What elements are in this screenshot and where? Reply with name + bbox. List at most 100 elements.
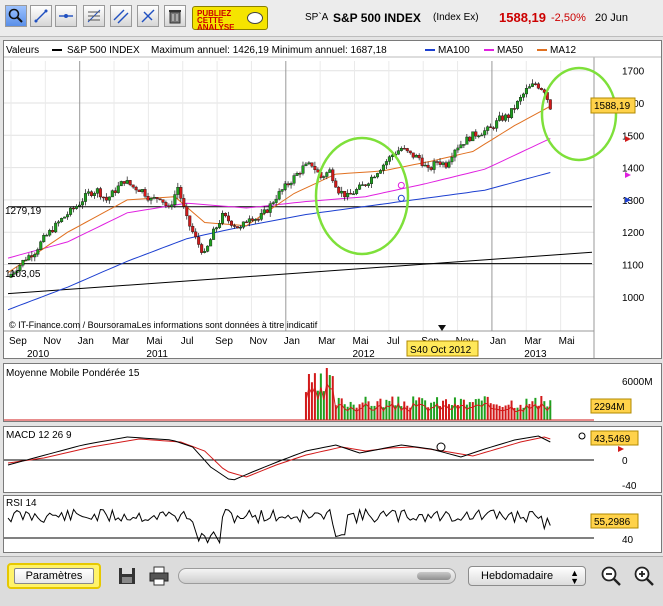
- time-scrollbar[interactable]: [178, 568, 456, 584]
- candle: [277, 191, 281, 200]
- x-tick-month-5: Jul: [181, 336, 194, 347]
- volume-bar: [477, 398, 480, 420]
- volume-bar: [418, 397, 421, 420]
- volume-bar: [456, 405, 459, 420]
- candle: [152, 197, 156, 199]
- zoom-out-button[interactable]: [600, 565, 622, 587]
- volume-average-line: [305, 382, 551, 413]
- candle: [518, 97, 522, 102]
- candle: [33, 254, 37, 258]
- candle: [244, 221, 248, 224]
- rsi-last-box: [590, 513, 639, 529]
- volume-bar: [459, 398, 462, 420]
- macd-chart[interactable]: MACD 12 26 9 43,5469 0 -40: [4, 427, 661, 492]
- candle: [78, 204, 82, 207]
- candle: [128, 180, 132, 186]
- last-value-label: 1588,19: [594, 101, 631, 112]
- volume-bar: [331, 376, 334, 420]
- volume-bar: [424, 400, 427, 420]
- frequency-value: Hebdomadaire: [481, 570, 554, 582]
- candle: [539, 88, 543, 90]
- volume-bar: [433, 401, 436, 420]
- candle: [513, 108, 517, 110]
- trash-button[interactable]: [164, 5, 186, 27]
- horizontal-line-tool-button[interactable]: [55, 5, 77, 27]
- candle: [27, 255, 31, 261]
- volume-bar: [367, 401, 370, 420]
- volume-bar: [504, 405, 507, 420]
- legend-swatch-ma50: [484, 49, 494, 51]
- candle: [215, 227, 219, 230]
- candle: [238, 227, 242, 229]
- parallel-tool-button[interactable]: [137, 5, 159, 27]
- candle: [235, 226, 239, 229]
- candle: [125, 180, 129, 184]
- candle: [80, 201, 84, 206]
- cursor-date-label: S40 Oct 2012: [410, 345, 472, 356]
- ticker-code: SP`A: [305, 12, 329, 23]
- macd-signal-marker: [618, 446, 624, 452]
- trendline-tool-button[interactable]: [30, 5, 52, 27]
- candle: [98, 188, 102, 198]
- candle: [477, 135, 481, 138]
- candle: [471, 131, 475, 142]
- toolbar: PUBLIEZ CETTE ANALYSE SP`A S&P 500 INDEX…: [0, 0, 663, 37]
- volume-bar: [540, 396, 543, 420]
- y-tick-0: 1700: [622, 67, 645, 78]
- candle: [292, 175, 296, 184]
- parameters-button[interactable]: Paramètres: [7, 563, 101, 589]
- series-line-ma100: [7, 172, 551, 311]
- candle: [167, 205, 171, 207]
- publish-analysis-button[interactable]: PUBLIEZ CETTE ANALYSE: [192, 6, 268, 32]
- candle: [498, 115, 502, 121]
- candle: [402, 148, 406, 150]
- volume-bar: [310, 382, 313, 420]
- zoom-in-button[interactable]: [633, 565, 655, 587]
- zoom-tool-button[interactable]: [5, 5, 27, 27]
- x-tick-month-15: Mar: [524, 336, 542, 347]
- candle: [253, 219, 257, 221]
- volume-bar: [370, 405, 373, 420]
- ma-marker-ma12: [625, 136, 631, 142]
- volume-chart[interactable]: Moyenne Mobile Pondérée 15 6000M 2294M: [4, 364, 661, 421]
- save-button[interactable]: [116, 565, 138, 587]
- fibonacci-tool-button[interactable]: [83, 5, 105, 27]
- rsi-chart[interactable]: RSI 14 55,2986 40: [4, 496, 661, 552]
- volume-bar: [313, 373, 316, 420]
- channel-tool-button[interactable]: [110, 5, 132, 27]
- candle: [89, 191, 93, 196]
- candle: [295, 173, 299, 176]
- candle: [361, 184, 365, 186]
- x-tick-month-3: Mar: [112, 336, 130, 347]
- candle: [36, 249, 40, 255]
- candle: [527, 86, 531, 89]
- candle: [134, 186, 138, 191]
- candle: [372, 176, 376, 179]
- candle: [429, 167, 433, 170]
- volume-bar: [403, 401, 406, 420]
- scrollbar-thumb[interactable]: [417, 572, 451, 580]
- macd-tick-0: 0: [622, 456, 628, 467]
- volume-bar: [519, 404, 522, 420]
- price-chart[interactable]: Valeurs S&P 500 INDEX Maximum annuel: 14…: [4, 41, 661, 360]
- volume-bar: [415, 400, 418, 420]
- candle: [423, 164, 427, 167]
- candle: [340, 190, 344, 194]
- candle: [107, 196, 111, 201]
- series-line-ma12: [7, 105, 551, 274]
- print-button[interactable]: [148, 565, 170, 587]
- candle: [66, 214, 70, 218]
- x-tick-month-4: Mai: [146, 336, 162, 347]
- speech-bubble-icon: [247, 12, 263, 24]
- candle: [462, 144, 466, 146]
- volume-bar: [442, 400, 445, 420]
- candle: [247, 218, 251, 223]
- x-tick-year-1: 2011: [146, 349, 168, 358]
- volume-bar: [307, 373, 310, 420]
- candle: [116, 185, 120, 193]
- frequency-select[interactable]: Hebdomadaire ▲ ▼: [468, 566, 586, 586]
- trendline-0[interactable]: [7, 251, 593, 295]
- x-tick-year-3: 2013: [524, 349, 547, 358]
- rsi-title: RSI 14: [6, 498, 37, 509]
- candle: [72, 207, 76, 210]
